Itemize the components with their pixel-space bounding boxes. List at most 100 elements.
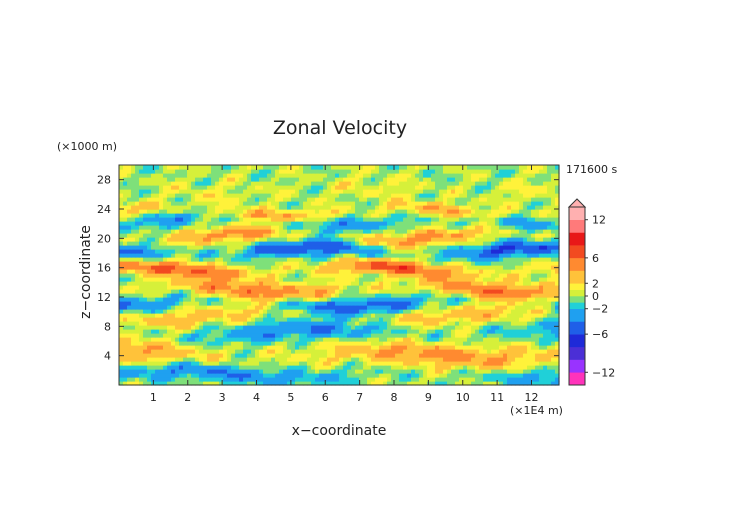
heatmap-cell — [535, 377, 540, 382]
heatmap-cell — [539, 289, 544, 294]
heatmap-cell — [483, 329, 488, 334]
heatmap-cell — [339, 357, 344, 362]
heatmap-cell — [259, 301, 264, 306]
heatmap-cell — [219, 341, 224, 346]
heatmap-cell — [375, 357, 380, 362]
heatmap-cell — [239, 357, 244, 362]
heatmap-cell — [499, 317, 504, 322]
heatmap-cell — [267, 293, 272, 298]
heatmap-cell — [199, 293, 204, 298]
heatmap-cell — [155, 277, 160, 282]
heatmap-cell — [159, 281, 164, 286]
heatmap-cell — [439, 281, 444, 286]
heatmap-cell — [495, 377, 500, 382]
heatmap-cell — [375, 257, 380, 262]
heatmap-cell — [135, 353, 140, 358]
heatmap-cell — [167, 353, 172, 358]
heatmap-cell — [219, 333, 224, 338]
heatmap-cell — [199, 305, 204, 310]
heatmap-cell — [263, 369, 268, 374]
heatmap-cell — [555, 293, 560, 298]
heatmap-cell — [487, 341, 492, 346]
heatmap-cell — [455, 313, 460, 318]
heatmap-cell — [551, 325, 556, 330]
heatmap-cell — [463, 285, 468, 290]
heatmap-cell — [235, 381, 240, 386]
heatmap-cell — [307, 257, 312, 262]
heatmap-cell — [463, 237, 468, 242]
heatmap-cell — [383, 213, 388, 218]
heatmap-cell — [171, 265, 176, 270]
heatmap-cell — [527, 345, 532, 350]
heatmap-cell — [311, 373, 316, 378]
heatmap-cell — [487, 301, 492, 306]
heatmap-cell — [123, 213, 128, 218]
heatmap-cell — [183, 305, 188, 310]
heatmap-cell — [355, 321, 360, 326]
heatmap-cell — [487, 305, 492, 310]
heatmap-cell — [475, 333, 480, 338]
heatmap-cell — [419, 313, 424, 318]
heatmap-cell — [303, 353, 308, 358]
heatmap-cell — [447, 253, 452, 258]
heatmap-cell — [291, 321, 296, 326]
heatmap-cell — [383, 333, 388, 338]
heatmap-cell — [191, 237, 196, 242]
heatmap-cell — [511, 313, 516, 318]
heatmap-cell — [187, 365, 192, 370]
heatmap-cell — [207, 233, 212, 238]
heatmap-cell — [183, 217, 188, 222]
heatmap-cell — [299, 381, 304, 386]
heatmap-cell — [187, 377, 192, 382]
heatmap-cell — [435, 341, 440, 346]
heatmap-cell — [415, 297, 420, 302]
heatmap-cell — [387, 221, 392, 226]
heatmap-cell — [339, 349, 344, 354]
heatmap-cell — [131, 373, 136, 378]
heatmap-cell — [131, 357, 136, 362]
heatmap-cell — [423, 225, 428, 230]
heatmap-cell — [439, 353, 444, 358]
heatmap-cell — [447, 377, 452, 382]
heatmap-cell — [379, 261, 384, 266]
heatmap-cell — [523, 277, 528, 282]
heatmap-cell — [147, 225, 152, 230]
heatmap-cell — [395, 221, 400, 226]
heatmap-cell — [243, 361, 248, 366]
heatmap-cell — [507, 261, 512, 266]
heatmap-cell — [167, 245, 172, 250]
heatmap-cell — [415, 329, 420, 334]
heatmap-cell — [371, 309, 376, 314]
heatmap-cell — [319, 249, 324, 254]
heatmap-cell — [343, 273, 348, 278]
heatmap-cell — [551, 293, 556, 298]
heatmap-cell — [443, 233, 448, 238]
heatmap-cell — [519, 305, 524, 310]
heatmap-cell — [375, 265, 380, 270]
heatmap-cell — [319, 301, 324, 306]
heatmap-cell — [287, 329, 292, 334]
heatmap-cell — [423, 345, 428, 350]
heatmap-cell — [535, 245, 540, 250]
heatmap-cell — [231, 293, 236, 298]
heatmap-cell — [247, 261, 252, 266]
heatmap-cell — [239, 241, 244, 246]
heatmap-cell — [359, 341, 364, 346]
heatmap-cell — [267, 285, 272, 290]
heatmap-cell — [439, 233, 444, 238]
heatmap-cell — [423, 349, 428, 354]
heatmap-cell — [383, 313, 388, 318]
heatmap-cell — [295, 209, 300, 214]
heatmap-cell — [355, 257, 360, 262]
heatmap-cell — [459, 381, 464, 386]
heatmap-cell — [191, 217, 196, 222]
heatmap-cell — [379, 273, 384, 278]
heatmap-cell — [175, 229, 180, 234]
heatmap-cell — [323, 253, 328, 258]
heatmap-cell — [371, 297, 376, 302]
heatmap-cell — [287, 253, 292, 258]
heatmap-cell — [223, 269, 228, 274]
heatmap-cell — [287, 337, 292, 342]
heatmap-cell — [287, 345, 292, 350]
heatmap-cell — [343, 217, 348, 222]
